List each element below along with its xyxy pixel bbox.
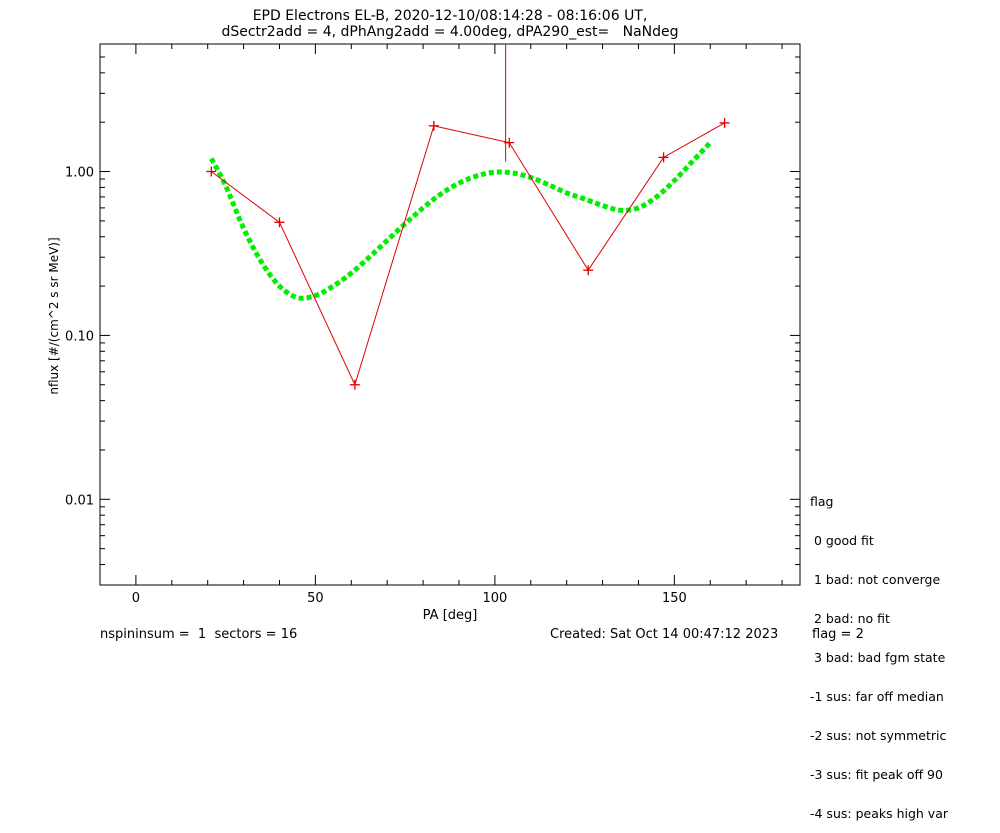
chart-title-line-2: dSectr2add = 4, dPhAng2add = 4.00deg, dP… (221, 24, 679, 40)
chart-svg: 0 50 100 150 0.01 0.10 1.00 PA [deg] nflux [#/… (47, 43, 801, 623)
data-point (206, 166, 217, 177)
x-tick-label: 100 (482, 591, 507, 606)
data-point (274, 217, 285, 228)
chart-title-line-1: EPD Electrons EL-B, 2020-12-10/08:14:28 … (252, 8, 648, 24)
data-line (210, 122, 725, 387)
data-point (349, 379, 360, 390)
footer-created: Created: Sat Oct 14 00:47:12 2023 (550, 627, 779, 642)
chart-marks (206, 44, 730, 390)
legend-title: flag (810, 494, 834, 509)
legend-item: 3 bad: bad fgm state (810, 650, 946, 665)
footer-sectors: nspininsum = 1 sectors = 16 (100, 627, 298, 642)
data-point (583, 265, 594, 276)
data-point (504, 137, 515, 148)
legend-item: 0 good fit (810, 533, 874, 548)
x-tick-label: 150 (662, 591, 687, 606)
y-tick-label: 1.00 (65, 166, 94, 181)
data-point (658, 152, 669, 163)
y-tick-label: 0.10 (65, 329, 94, 344)
flag-legend: flag 0 good fit 1 bad: not converge 2 ba… (810, 469, 948, 833)
legend-item: -1 sus: far off median (810, 689, 944, 704)
plot-frame (99, 43, 801, 586)
x-axis-label: PA [deg] (423, 608, 478, 623)
data-point (428, 120, 439, 131)
axes: 0 50 100 150 0.01 0.10 1.00 (65, 43, 801, 606)
x-tick-label: 0 (132, 591, 140, 606)
legend-item: -4 sus: peaks high var (810, 806, 949, 821)
legend-item: 2 bad: no fit (810, 611, 890, 626)
y-axis-label: nflux [#/(cm^2 s sr MeV)] (47, 237, 61, 394)
footer-flag: flag = 2 (812, 627, 864, 642)
fit-curve (209, 140, 713, 301)
legend-item: 1 bad: not converge (810, 572, 941, 587)
y-tick-label: 0.01 (65, 493, 94, 508)
data-point (719, 117, 730, 128)
legend-item: -3 sus: fit peak off 90 (810, 767, 943, 782)
axis-labels: PA [deg] nflux [#/(cm^2 s sr MeV)] (47, 237, 477, 623)
legend-item: -2 sus: not symmetric (810, 728, 947, 743)
x-tick-label: 50 (307, 591, 324, 606)
